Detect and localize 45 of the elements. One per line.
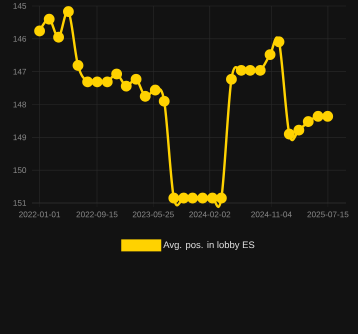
y-tick-label: 147 (13, 68, 26, 74)
point (226, 74, 237, 85)
point (92, 76, 103, 88)
point (293, 124, 304, 136)
point (254, 64, 266, 76)
x-tick-label: 2024-02-02 (189, 212, 230, 218)
point (168, 192, 180, 204)
y-tick-label: 146 (13, 36, 26, 42)
x-tick-label: 2024-11-04 (251, 212, 292, 218)
y-tick-label: 145 (13, 3, 26, 9)
x-tick-label: 2022-09-15 (76, 212, 118, 218)
point (82, 76, 94, 88)
point (120, 80, 132, 92)
point (140, 90, 151, 102)
point (102, 76, 113, 88)
point (244, 64, 256, 76)
point (34, 26, 45, 36)
point (312, 110, 324, 122)
y-tick-label: 151 (13, 200, 26, 206)
x-tick-label: 2022-01-01 (19, 212, 60, 218)
x-tick-label: 2025-07-15 (307, 212, 348, 218)
point (130, 74, 142, 85)
point (216, 192, 227, 204)
legend-label: Avg. pos. in lobby ES (163, 241, 254, 250)
x-tick-label: 2023-05-25 (132, 212, 174, 218)
point (72, 60, 84, 71)
point (53, 32, 64, 43)
point (302, 116, 314, 127)
point (187, 192, 198, 204)
point (274, 36, 284, 48)
point (44, 14, 55, 25)
point (322, 110, 334, 122)
point (264, 49, 276, 60)
y-tick-label: 149 (13, 134, 26, 140)
point (284, 128, 295, 140)
point (63, 6, 74, 17)
point (178, 192, 190, 204)
point (111, 68, 122, 80)
y-tick-label: 150 (13, 167, 26, 174)
y-tick-label: 148 (13, 102, 26, 108)
point (197, 192, 208, 204)
point (158, 96, 170, 107)
point (207, 192, 218, 204)
point (236, 64, 247, 76)
point (150, 84, 161, 96)
